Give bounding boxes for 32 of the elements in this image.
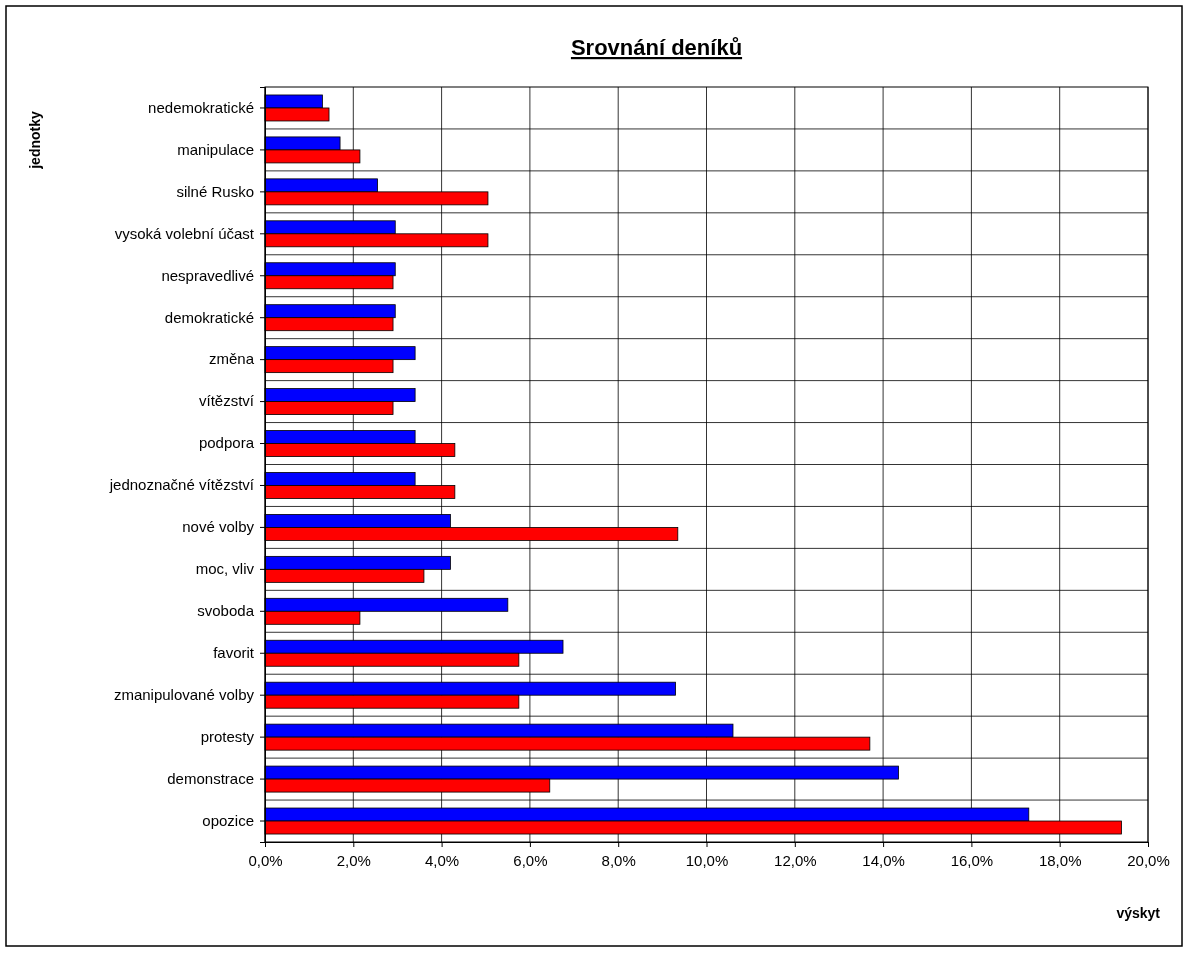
x-axis-title: výskyt xyxy=(1116,905,1161,921)
y-tick-label: favorit xyxy=(213,644,255,662)
y-tick-label: demonstrace xyxy=(167,769,254,787)
x-tick-label: 12,0% xyxy=(774,851,817,869)
chart-title: Srovnání deníků xyxy=(570,35,743,60)
y-tick-label: nedemokratické xyxy=(148,98,254,116)
y-tick-label: protesty xyxy=(200,727,255,745)
y-axis-title: jednotky xyxy=(27,111,43,170)
y-tick-label: nové volby xyxy=(182,518,255,536)
x-tick-label: 4,0% xyxy=(425,851,460,869)
y-tick-label: moc, vliv xyxy=(195,560,255,578)
y-tick-label: zmanipulované volby xyxy=(113,685,255,703)
y-tick-label: opozice xyxy=(202,811,254,829)
y-tick-label: demokratické xyxy=(164,308,254,326)
x-tick-label: 6,0% xyxy=(513,851,548,869)
y-tick-label: nespravedlivé xyxy=(161,266,254,284)
y-tick-label: jednoznačné vítězství xyxy=(108,476,255,494)
y-tick-label: svoboda xyxy=(197,602,255,620)
x-tick-label: 14,0% xyxy=(862,851,905,869)
y-tick-label: změna xyxy=(208,350,255,368)
x-tick-label: 18,0% xyxy=(1038,851,1082,869)
y-tick-label: vysoká volební účast xyxy=(114,224,255,242)
y-tick-label: manipulace xyxy=(177,140,254,158)
x-tick-label: 0,0% xyxy=(248,851,283,869)
y-tick-label: silné Rusko xyxy=(176,182,254,200)
x-tick-label: 20,0% xyxy=(1127,851,1170,869)
x-tick-label: 2,0% xyxy=(336,851,371,869)
x-tick-label: 8,0% xyxy=(601,851,636,869)
x-tick-label: 10,0% xyxy=(685,851,729,869)
y-tick-label: vítězství xyxy=(198,392,255,410)
y-tick-label: podpora xyxy=(198,434,255,452)
x-tick-label: 16,0% xyxy=(950,851,994,869)
